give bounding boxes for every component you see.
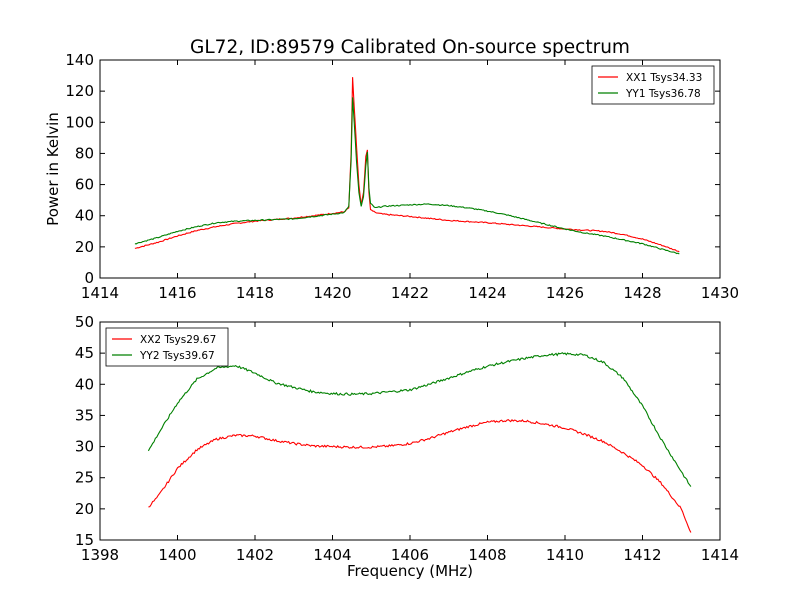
top-series-xx-line [134, 77, 680, 253]
bottom-legend-label: YY2 Tsys39.67 [139, 350, 215, 362]
top-x-tick-label: 1426 [546, 284, 584, 302]
chart-title: GL72, ID:89579 Calibrated On-source spec… [190, 37, 630, 58]
bottom-x-tick-label: 1402 [236, 546, 274, 564]
top-y-tick-label: 0 [84, 269, 94, 287]
top-x-tick-label: 1414 [81, 284, 119, 302]
bottom-x-tick-label: 1408 [468, 546, 506, 564]
top-y-tick-label: 20 [75, 238, 94, 256]
top-legend-label: YY1 Tsys36.78 [625, 88, 701, 100]
bottom-x-tick-label: 1412 [623, 546, 661, 564]
top-x-tick-label: 1424 [468, 284, 506, 302]
top-y-tick-label: 120 [65, 82, 94, 100]
top-x-tick-label: 1416 [158, 284, 196, 302]
top-legend: XX1 Tsys34.33 YY1 Tsys36.78 [591, 65, 715, 105]
top-y-tick-label: 40 [75, 207, 94, 225]
bottom-y-tick-label: 50 [75, 313, 94, 331]
bottom-y-tick-label: 45 [75, 344, 94, 362]
top-y-tick-label: 140 [65, 51, 94, 69]
top-x-tick-label: 1422 [391, 284, 429, 302]
top-panel: 1414 1416 1418 1420 1422 1424 1426 1428 1430 0 20 4… [44, 51, 739, 302]
top-y-tick-label: 60 [75, 176, 94, 194]
top-x-tick-label: 1428 [623, 284, 661, 302]
bottom-x-tick-label: 1404 [313, 546, 351, 564]
bottom-y-tick-label: 30 [75, 438, 94, 456]
top-x-tick-label: 1430 [701, 284, 739, 302]
bottom-series-yy-line [147, 352, 692, 487]
bottom-y-tick-label: 20 [75, 500, 94, 518]
top-series-yy-line [134, 97, 680, 255]
bottom-y-tick-label: 25 [75, 469, 94, 487]
bottom-series-xx-line [148, 418, 692, 533]
bottom-legend-label: XX2 Tsys29.67 [140, 334, 216, 346]
bottom-x-tick-label: 1414 [701, 546, 739, 564]
top-legend-box [591, 65, 715, 105]
top-y-tick-label: 100 [65, 113, 94, 131]
bottom-legend: XX2 Tsys29.67 YY2 Tsys39.67 [105, 327, 229, 367]
top-y-axis-label: Power in Kelvin [44, 112, 62, 226]
bottom-x-tick-label: 1400 [158, 546, 196, 564]
bottom-x-axis-label: Frequency (MHz) [347, 562, 473, 580]
top-x-tick-label: 1418 [236, 284, 274, 302]
top-legend-label: XX1 Tsys34.33 [626, 72, 702, 84]
bottom-y-tick-label: 35 [75, 406, 94, 424]
top-x-tick-label: 1420 [313, 284, 351, 302]
bottom-y-tick-label: 15 [75, 531, 94, 549]
top-y-tick-label: 80 [75, 144, 94, 162]
bottom-legend-box [105, 327, 229, 367]
bottom-x-tick-label: 1398 [81, 546, 119, 564]
bottom-x-tick-label: 1410 [546, 546, 584, 564]
bottom-y-tick-label: 40 [75, 375, 94, 393]
bottom-panel: 1398 1400 1402 1404 1406 1408 1410 1412 1414 15 20… [75, 313, 739, 580]
bottom-x-tick-label: 1406 [391, 546, 429, 564]
